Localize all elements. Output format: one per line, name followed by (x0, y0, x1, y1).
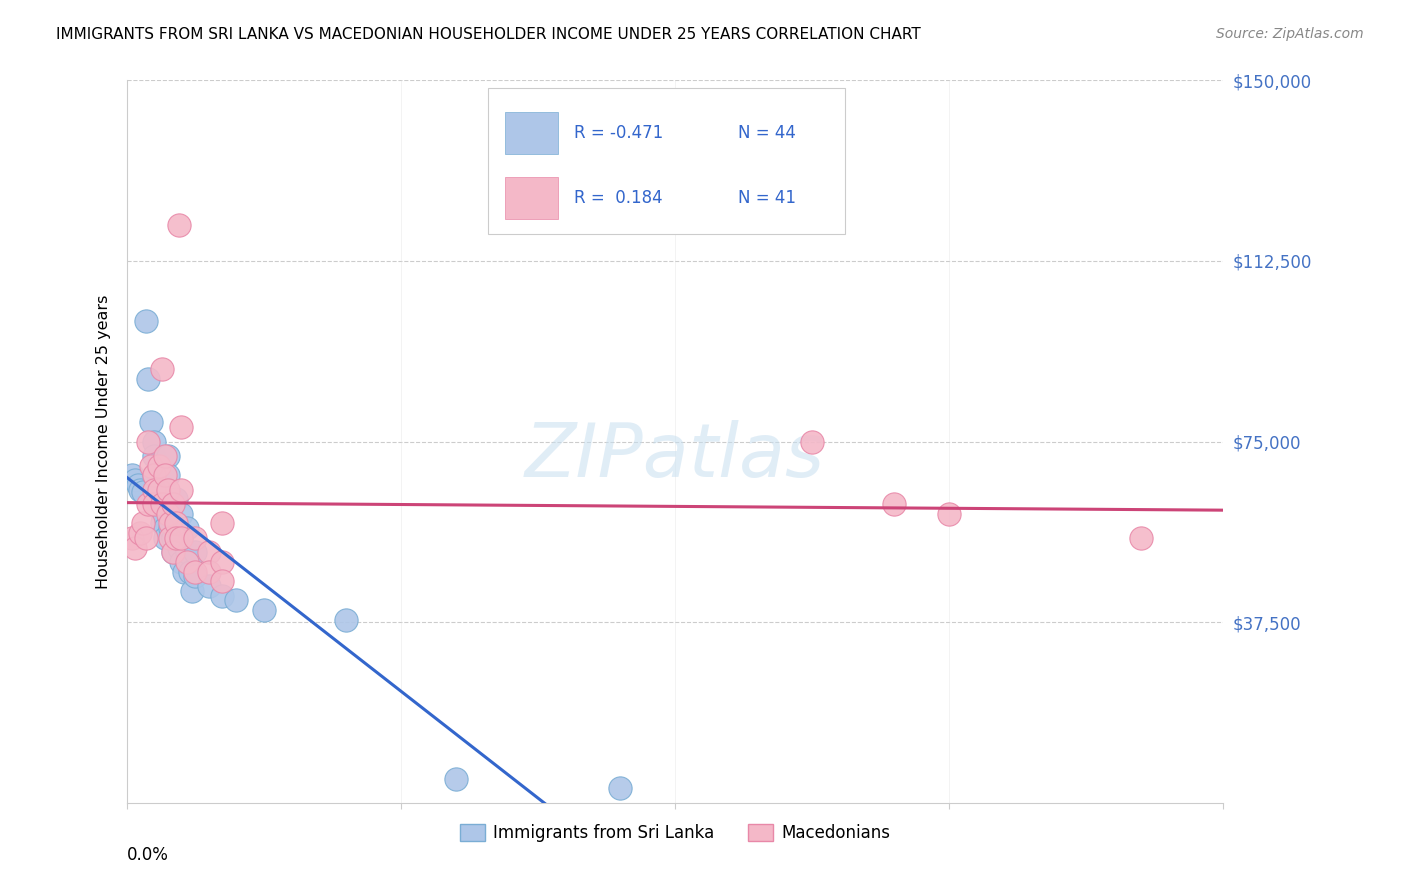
Point (162, 531, 184, 545)
Point (197, 545, 219, 559)
Point (141, 415, 163, 429)
Point (184, 531, 207, 545)
Point (124, 473, 146, 487)
FancyBboxPatch shape (488, 87, 845, 234)
Point (176, 545, 198, 559)
Point (444, 772, 467, 786)
Point (162, 545, 184, 559)
Point (211, 516, 233, 531)
Point (197, 579, 219, 593)
Point (132, 516, 155, 531)
Text: IMMIGRANTS FROM SRI LANKA VS MACEDONIAN HOUSEHOLDER INCOME UNDER 25 YEARS CORREL: IMMIGRANTS FROM SRI LANKA VS MACEDONIAN … (56, 27, 921, 42)
Point (211, 574, 233, 589)
Text: R =  0.184: R = 0.184 (574, 189, 662, 207)
Point (162, 497, 184, 511)
Point (170, 531, 193, 545)
Point (159, 531, 181, 545)
Point (135, 531, 157, 545)
Point (129, 483, 152, 497)
Point (170, 555, 193, 569)
Point (153, 531, 176, 545)
Point (165, 492, 187, 507)
Point (335, 613, 357, 627)
Point (184, 565, 207, 579)
Point (156, 468, 179, 483)
Text: ZIPatlas: ZIPatlas (524, 420, 825, 492)
Point (156, 497, 179, 511)
Point (143, 434, 166, 449)
Point (150, 516, 173, 531)
Text: R = -0.471: R = -0.471 (574, 124, 664, 142)
Point (138, 497, 160, 511)
Point (167, 541, 190, 555)
Point (132, 485, 155, 500)
Point (162, 545, 184, 559)
Point (127, 478, 149, 492)
Point (148, 497, 170, 511)
Point (197, 565, 219, 579)
Point (253, 603, 276, 617)
Point (211, 589, 233, 603)
Text: Source: ZipAtlas.com: Source: ZipAtlas.com (1216, 27, 1364, 41)
Point (150, 507, 173, 521)
Point (176, 521, 198, 535)
Point (143, 449, 166, 463)
Point (1130, 531, 1153, 545)
Point (170, 531, 193, 545)
Point (156, 449, 179, 463)
Point (156, 483, 179, 497)
Point (883, 497, 905, 511)
Point (121, 531, 143, 545)
Point (938, 507, 960, 521)
Point (121, 468, 143, 483)
Point (159, 521, 181, 535)
Point (153, 449, 176, 463)
Text: N = 41: N = 41 (738, 189, 796, 207)
Point (148, 458, 170, 473)
Point (184, 569, 207, 583)
Point (165, 521, 187, 535)
Point (153, 468, 176, 483)
Point (143, 468, 166, 483)
Point (129, 526, 152, 541)
Point (143, 483, 166, 497)
Point (156, 507, 179, 521)
Bar (505, 177, 558, 219)
Point (181, 583, 204, 598)
Point (184, 545, 207, 559)
Bar (505, 112, 558, 153)
Point (173, 565, 195, 579)
Point (143, 468, 166, 483)
Text: N = 44: N = 44 (738, 124, 796, 142)
Point (609, 781, 631, 796)
Point (167, 218, 190, 232)
Legend: Immigrants from Sri Lanka, Macedonians: Immigrants from Sri Lanka, Macedonians (453, 817, 897, 848)
Point (124, 541, 146, 555)
Point (170, 420, 193, 434)
Point (165, 516, 187, 531)
Point (138, 434, 160, 449)
Point (170, 507, 193, 521)
Point (165, 531, 187, 545)
Point (153, 521, 176, 535)
Point (225, 593, 247, 607)
Point (148, 483, 170, 497)
Point (179, 565, 201, 579)
Point (143, 497, 166, 511)
Text: 0.0%: 0.0% (127, 847, 169, 864)
Point (211, 555, 233, 569)
Point (170, 483, 193, 497)
Point (176, 555, 198, 569)
Point (801, 434, 824, 449)
Point (159, 507, 181, 521)
Point (150, 362, 173, 376)
Point (135, 314, 157, 328)
Point (138, 372, 160, 386)
Y-axis label: Householder Income Under 25 years: Householder Income Under 25 years (96, 294, 111, 589)
Point (150, 497, 173, 511)
Point (159, 516, 181, 531)
Point (141, 458, 163, 473)
Point (148, 483, 170, 497)
